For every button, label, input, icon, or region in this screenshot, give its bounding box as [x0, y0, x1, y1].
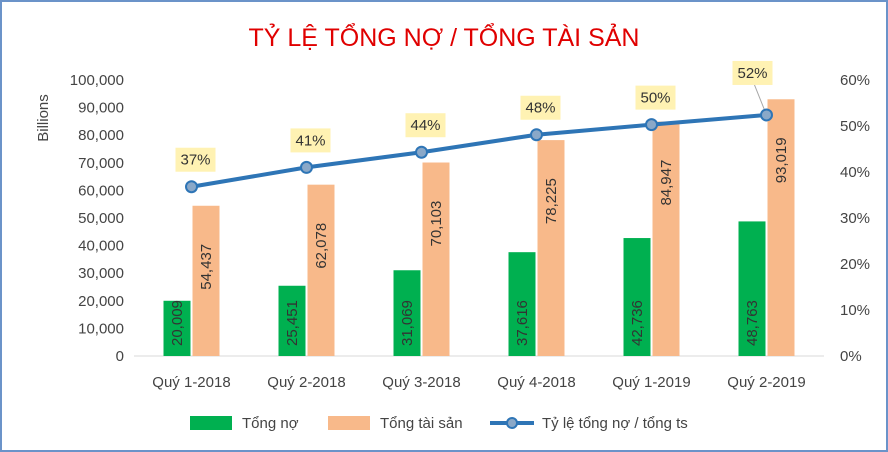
bar-value-label: 78,225 [543, 178, 560, 224]
bar-value-label: 20,009 [169, 300, 186, 346]
axes: 0 10,000 20,000 30,000 40,000 50,000 60,000 70,… [35, 72, 870, 391]
bars-group: 20,009 54,437 25,451 62,078 31,069 70,103 37,6… [163, 99, 795, 356]
pct-label-box [635, 85, 676, 110]
bar-tong-tai-san [652, 121, 680, 356]
pct-label-box [520, 95, 561, 120]
legend-marker-ratio [506, 417, 518, 429]
y2-tick-label: 50% [840, 118, 870, 135]
y2-tick-label: 40% [840, 164, 870, 181]
y-tick-label: 70,000 [78, 155, 124, 172]
y-tick-label: 100,000 [70, 72, 124, 89]
ratio-marker [185, 180, 198, 194]
ratio-line-group: 37% 41% 44% 48% 50% 52% [175, 60, 773, 194]
bar-tong-tai-san [537, 140, 565, 356]
legend-label-tong-tai-san: Tổng tài sản [380, 415, 463, 432]
bar-tong-tai-san [307, 184, 335, 356]
bar-tong-no [508, 252, 536, 356]
x-tick-label: Quý 4-2018 [497, 374, 575, 391]
pct-label: 37% [180, 152, 210, 169]
bar-value-label: 31,069 [399, 300, 416, 346]
x-tick-label: Quý 1-2018 [152, 374, 230, 391]
ratio-marker [530, 128, 543, 142]
chart-title: TỶ LỆ TỔNG NỢ / TỔNG TÀI SẢN [249, 22, 640, 52]
x-tick-label: Quý 2-2018 [267, 374, 345, 391]
y-tick-label: 20,000 [78, 293, 124, 310]
pct-label: 52% [737, 65, 767, 82]
y-tick-label: 40,000 [78, 238, 124, 255]
y-axis-title: Billions [35, 94, 52, 142]
bar-value-label: 62,078 [313, 223, 330, 269]
y-tick-label: 10,000 [78, 320, 124, 337]
ratio-marker [300, 160, 313, 174]
bar-tong-no [278, 285, 306, 356]
x-tick-label: Quý 1-2019 [612, 374, 690, 391]
y-tick-label: 90,000 [78, 100, 124, 117]
y2-tick-label: 20% [840, 256, 870, 273]
bar-value-label: 42,736 [629, 300, 646, 346]
pct-label: 48% [525, 100, 555, 117]
bar-value-label: 37,616 [514, 300, 531, 346]
pct-label-box [732, 60, 773, 85]
ratio-marker [760, 108, 773, 122]
ratio-marker [645, 118, 658, 132]
ratio-marker [415, 145, 428, 159]
ratio-line [191, 112, 767, 189]
legend: Tổng nợ Tổng tài sản Tỷ lệ tổng nợ / tổng … [190, 415, 688, 432]
y2-tick-label: 0% [840, 348, 862, 365]
bar-tong-tai-san [192, 205, 220, 356]
y-tick-label: 50,000 [78, 210, 124, 227]
bar-tong-tai-san [422, 162, 450, 356]
bar-value-label: 84,947 [658, 160, 675, 206]
legend-swatch-tong-tai-san [328, 416, 370, 430]
pct-label: 50% [640, 90, 670, 107]
pct-label: 44% [410, 117, 440, 134]
legend-swatch-tong-no [190, 416, 232, 430]
bar-value-label: 48,763 [744, 300, 761, 346]
y-tick-label: 80,000 [78, 127, 124, 144]
legend-label-ratio: Tỷ lệ tổng nợ / tổng ts [542, 415, 688, 432]
x-tick-label: Quý 3-2018 [382, 374, 460, 391]
bar-value-label: 25,451 [284, 300, 301, 346]
y2-tick-label: 10% [840, 302, 870, 319]
y2-tick-label: 30% [840, 210, 870, 227]
y-tick-label: 30,000 [78, 265, 124, 282]
y-tick-label: 60,000 [78, 182, 124, 199]
y-tick-label: 0 [116, 348, 124, 365]
bar-tong-no [623, 238, 651, 356]
bar-tong-tai-san [767, 99, 795, 356]
pct-label: 41% [295, 132, 325, 149]
bar-value-label: 70,103 [428, 201, 445, 247]
bar-tong-no [393, 270, 421, 356]
pct-label-box [405, 113, 446, 138]
x-tick-label: Quý 2-2019 [727, 374, 805, 391]
bar-value-label: 54,437 [198, 244, 215, 290]
bar-tong-no [738, 221, 766, 356]
pct-label-box [290, 128, 331, 153]
bar-value-label: 93,019 [773, 137, 790, 183]
legend-label-tong-no: Tổng nợ [242, 415, 299, 432]
bar-tong-no [163, 300, 191, 356]
y2-tick-label: 60% [840, 72, 870, 89]
pct-label-box [175, 147, 216, 172]
